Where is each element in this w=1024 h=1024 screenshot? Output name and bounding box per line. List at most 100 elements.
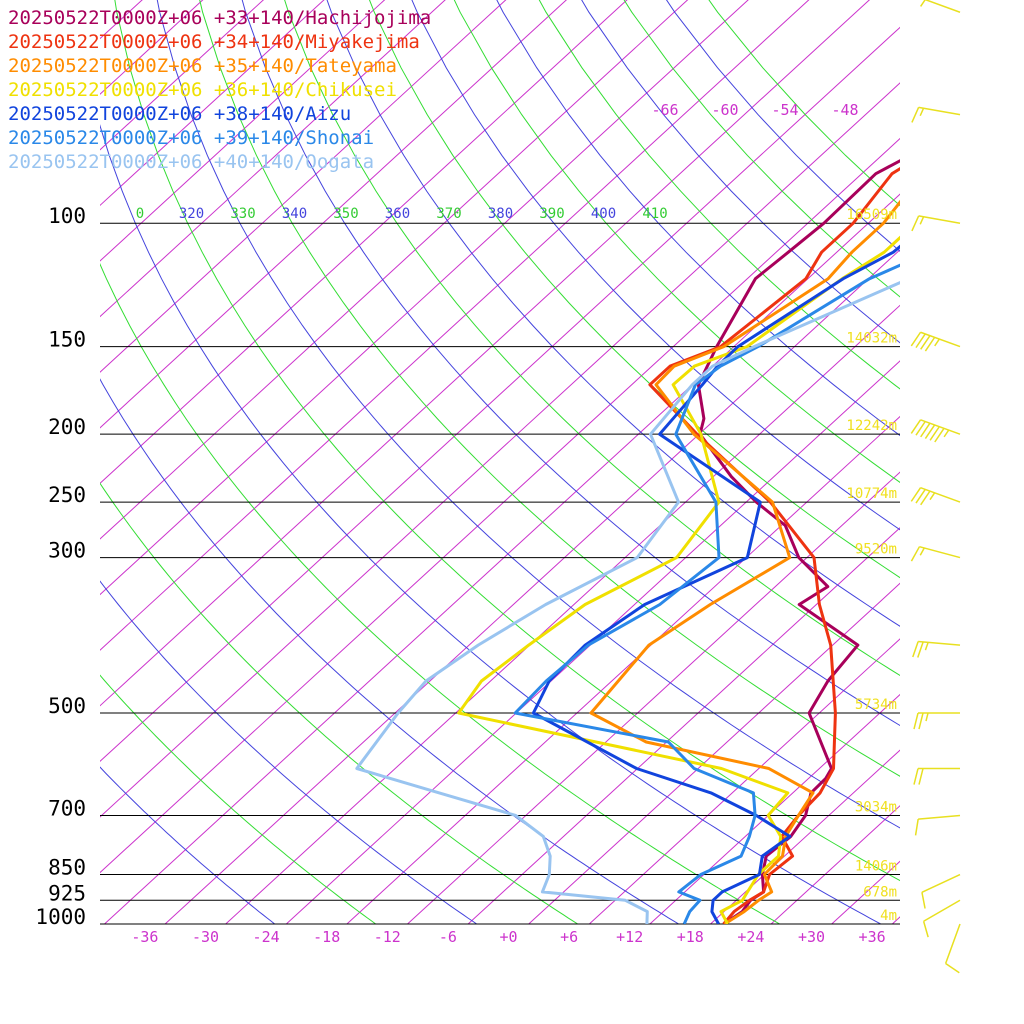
wind-barb-half-flag (919, 216, 925, 225)
wind-barb-flag (924, 424, 936, 440)
wind-barb-half-flag (929, 492, 936, 501)
sounding-line (696, 159, 900, 924)
sounding-line (513, 263, 900, 924)
pressure-label: 500 (48, 694, 86, 718)
theta-label: 370 (436, 206, 461, 222)
theta-label: 320 (179, 206, 204, 222)
dry-adiabat-line (100, 580, 478, 924)
height-label: 10774m (846, 486, 897, 502)
wind-barb-flag (914, 818, 919, 836)
isotherm-line (285, 360, 900, 924)
wind-barb-half-flag (919, 107, 925, 117)
isotherm-line (891, 916, 900, 924)
wind-barb-flag (910, 546, 921, 562)
theta-label: 390 (539, 206, 564, 222)
height-label: 1406m (855, 859, 897, 875)
wind-barb-flag (920, 335, 931, 350)
wind-barb-flag (929, 426, 940, 441)
wind-barb-flag (917, 641, 924, 658)
wind-barb-flag (910, 331, 922, 347)
wind-barb-flag (910, 419, 922, 434)
wind-barb-flag (921, 892, 926, 909)
theta-label: 350 (333, 206, 358, 222)
pressure-label: 300 (48, 539, 86, 563)
wind-barb-flag (912, 641, 919, 658)
theta-label: 330 (230, 206, 255, 222)
sounding-profiles (355, 159, 900, 924)
wind-barb-flag (922, 921, 929, 938)
temperature-tick-label: -36 (131, 928, 158, 946)
pressure-label: 100 (48, 204, 86, 228)
wind-barb-half-flag (924, 642, 929, 651)
wind-barb-flag (910, 487, 922, 502)
wind-barb-flag (920, 422, 931, 438)
isotherm-label: -48 (831, 101, 858, 119)
isotherm-line (831, 860, 900, 924)
wind-barb (918, 106, 961, 116)
wind-barb (920, 419, 961, 435)
legend-entry: 20250522T0000Z+06 +33+140/Hachijojima (8, 7, 431, 29)
height-label: 9520m (855, 542, 897, 558)
temperature-tick-label: +6 (560, 928, 578, 946)
theta-label: 410 (642, 206, 667, 222)
wind-barb (944, 923, 961, 964)
isotherm-line (1014, 0, 1024, 924)
isotherm-line (164, 249, 900, 924)
pressure-label: 200 (48, 415, 86, 439)
wind-barb-flag (915, 489, 926, 504)
wind-barb-flag (945, 962, 960, 974)
wind-barbs (910, 0, 961, 974)
wind-barb-flag (918, 712, 924, 730)
wind-barb (924, 0, 961, 13)
dry-adiabat-line (100, 766, 276, 924)
dry-adiabat-line (368, 0, 900, 579)
pressure-label: 1000 (35, 905, 86, 929)
height-label: 16509m (846, 207, 897, 223)
dry-adiabat-line (708, 0, 900, 207)
isotherm-line (710, 749, 900, 924)
isotherm-line (407, 471, 900, 924)
wind-barb-half-flag (934, 338, 940, 347)
isotherm-line (528, 582, 900, 924)
temperature-tick-label: +24 (737, 928, 764, 946)
legend: 20250522T0000Z+06 +33+140/Hachijojima 202… (8, 7, 431, 173)
wind-barb (918, 640, 961, 646)
wind-barb-flag (915, 421, 926, 436)
pressure-label: 250 (48, 483, 86, 507)
legend-entry: 20250522T0000Z+06 +38+140/Aizu (8, 103, 351, 125)
height-label: 12242m (846, 418, 897, 434)
isotherm-label: -60 (711, 101, 738, 119)
wind-barb-flag (915, 333, 926, 349)
isotherm-line (100, 0, 628, 485)
temperature-tick-label: -24 (253, 928, 280, 946)
wind-barb (920, 331, 961, 348)
isotherm-line (225, 304, 900, 924)
pressure-label: 925 (48, 881, 86, 905)
isotherm-line (100, 137, 900, 874)
isotherm-label: -54 (771, 101, 798, 119)
isotherm-line (953, 0, 1024, 924)
isotherm-line (770, 805, 900, 924)
wind-barb (921, 873, 961, 893)
pressure-label: 150 (48, 328, 86, 352)
wind-barb-flag (920, 490, 931, 506)
theta-label: 360 (385, 206, 410, 222)
wind-barb-half-flag (943, 429, 950, 438)
isotherm-line (649, 693, 900, 924)
wind-barb-flag (924, 336, 936, 352)
isotherm-line (588, 638, 900, 924)
dry-adiabat-line (100, 674, 377, 924)
wind-barb-flag (911, 215, 920, 232)
wind-barb-half-flag (919, 0, 926, 7)
dry-adiabat-line (538, 0, 900, 390)
height-label: 5734m (855, 697, 897, 713)
isotherm-line (100, 0, 810, 651)
wind-barb-flag (913, 768, 919, 785)
wind-barb (923, 899, 961, 922)
height-label: 3034m (855, 799, 897, 815)
theta-label: 380 (488, 206, 513, 222)
wind-barb (919, 545, 961, 559)
pressure-label: 700 (48, 796, 86, 820)
